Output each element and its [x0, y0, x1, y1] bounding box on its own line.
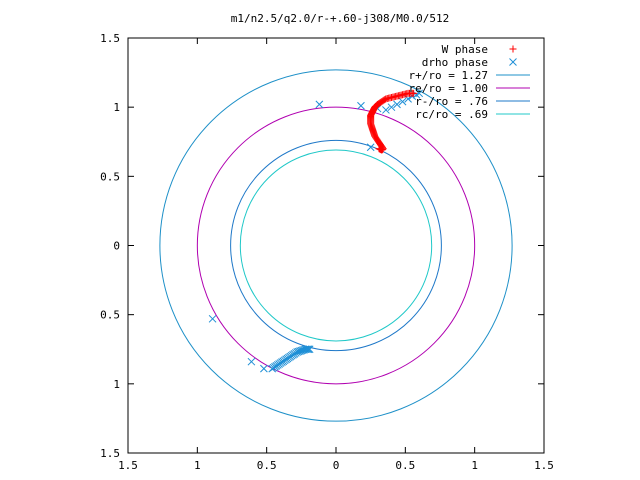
circle-r+/ro = 1.27: [159, 69, 513, 422]
drho-phase-point: [382, 106, 390, 114]
drho-phase-point: [294, 347, 303, 356]
drho-phase-point: [247, 357, 256, 366]
drho-phase-point: [303, 345, 311, 354]
legend-label: drho phase: [422, 56, 488, 69]
x-tick-label: 1.5: [118, 459, 138, 472]
drho-phase-point: [366, 143, 375, 152]
legend-swatch: [509, 58, 517, 66]
drho-phase-point: [387, 103, 396, 112]
drho-phase-point: [415, 89, 424, 98]
drho-phase-point: [260, 364, 268, 373]
y-tick-label: 1: [113, 101, 120, 114]
x-tick-label: 1: [194, 459, 201, 472]
y-tick-label: 1.5: [100, 447, 120, 460]
y-tick-label: 1.5: [100, 32, 120, 45]
drho-phase-point: [315, 100, 324, 109]
legend-swatch: [509, 45, 517, 53]
x-tick-label: 1.5: [534, 459, 554, 472]
circle-re/ro = 1.00: [196, 106, 476, 385]
y-tick-label: 0: [113, 240, 120, 253]
chart-title: m1/n2.5/q2.0/r-+.60-j308/M0.0/512: [231, 12, 450, 25]
phase-series: [208, 89, 424, 373]
legend-label: r+/ro = 1.27: [409, 69, 488, 82]
x-tick-label: 0: [333, 459, 340, 472]
y-tick-label: 1: [113, 378, 120, 391]
drho-phase-point: [296, 347, 304, 355]
drho-phase-point: [398, 97, 407, 106]
x-tick-label: 1: [471, 459, 478, 472]
legend-label: r-/ro = .76: [415, 95, 488, 108]
w-phase-point: [410, 89, 418, 97]
legend-label: W phase: [442, 43, 488, 56]
reference-circles: [159, 69, 513, 422]
axis-ticks: 1.5 1 0.5 0 0.5 1 1.51.510.500.511.5: [100, 32, 554, 472]
y-tick-label: 0.5: [100, 170, 120, 183]
drho-phase-point: [393, 100, 401, 109]
y-tick-label: 0.5: [100, 309, 120, 322]
x-tick-label: 0.5: [257, 459, 277, 472]
circle-r-/ro = .76: [230, 139, 442, 352]
legend-label: re/ro = 1.00: [409, 82, 488, 95]
x-tick-label: 0.5: [395, 459, 415, 472]
circle-rc/ro = .69: [239, 149, 433, 342]
drho-phase-point: [304, 345, 313, 354]
drho-phase-point: [208, 314, 217, 323]
legend-label: rc/ro = .69: [415, 108, 488, 121]
drho-phase-point: [357, 101, 365, 110]
